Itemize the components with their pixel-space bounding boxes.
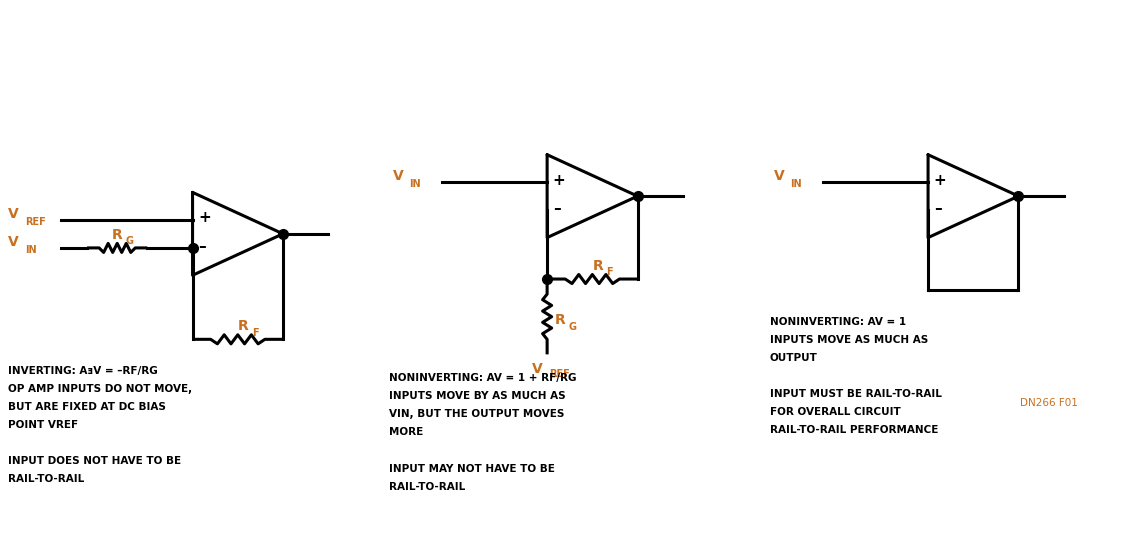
Text: V: V xyxy=(532,362,543,376)
Text: IN: IN xyxy=(25,245,37,255)
Text: INPUT MUST BE RAIL-TO-RAIL: INPUT MUST BE RAIL-TO-RAIL xyxy=(770,389,942,399)
Text: V: V xyxy=(8,207,18,221)
Text: INPUTS MOVE BY AS MUCH AS: INPUTS MOVE BY AS MUCH AS xyxy=(389,392,565,401)
Text: RAIL-TO-RAIL: RAIL-TO-RAIL xyxy=(8,474,84,484)
Text: IN: IN xyxy=(409,179,421,189)
Text: F: F xyxy=(607,267,612,277)
Text: RAIL-TO-RAIL: RAIL-TO-RAIL xyxy=(389,482,466,492)
Text: G: G xyxy=(569,322,577,332)
Text: NONINVERTING: AV = 1 + RF/RG: NONINVERTING: AV = 1 + RF/RG xyxy=(389,373,577,383)
Text: +: + xyxy=(934,173,946,188)
Text: INVERTING: AⱻV = –RF/RG: INVERTING: AⱻV = –RF/RG xyxy=(8,365,157,376)
Text: –: – xyxy=(553,201,561,216)
Text: V: V xyxy=(8,235,18,249)
Text: G: G xyxy=(125,236,133,246)
Text: V: V xyxy=(773,169,785,184)
Text: V: V xyxy=(392,169,404,184)
Text: DN266 F01: DN266 F01 xyxy=(1020,399,1077,408)
Text: +: + xyxy=(553,173,565,188)
Text: VIN, BUT THE OUTPUT MOVES: VIN, BUT THE OUTPUT MOVES xyxy=(389,409,564,419)
Text: R: R xyxy=(555,313,565,327)
Text: INPUTS MOVE AS MUCH AS: INPUTS MOVE AS MUCH AS xyxy=(770,335,928,345)
Text: –: – xyxy=(934,201,942,216)
Text: IN: IN xyxy=(790,179,802,189)
Text: POINT VREF: POINT VREF xyxy=(8,420,78,430)
Text: R: R xyxy=(592,259,603,273)
Text: MORE: MORE xyxy=(389,427,423,438)
Text: +: + xyxy=(198,210,211,225)
Text: REF: REF xyxy=(549,369,570,378)
Text: R: R xyxy=(111,228,123,242)
Text: FOR OVERALL CIRCUIT: FOR OVERALL CIRCUIT xyxy=(770,407,900,417)
Text: INPUT MAY NOT HAVE TO BE: INPUT MAY NOT HAVE TO BE xyxy=(389,464,555,473)
Text: R: R xyxy=(237,319,249,333)
Text: OP AMP INPUTS DO NOT MOVE,: OP AMP INPUTS DO NOT MOVE, xyxy=(8,384,192,394)
Text: F: F xyxy=(251,327,258,338)
Text: –: – xyxy=(198,238,206,254)
Text: RAIL-TO-RAIL PERFORMANCE: RAIL-TO-RAIL PERFORMANCE xyxy=(770,425,938,435)
Text: OUTPUT: OUTPUT xyxy=(770,353,818,363)
Text: INPUT DOES NOT HAVE TO BE: INPUT DOES NOT HAVE TO BE xyxy=(8,456,181,466)
Text: BUT ARE FIXED AT DC BIAS: BUT ARE FIXED AT DC BIAS xyxy=(8,402,166,412)
Text: REF: REF xyxy=(25,217,46,226)
Text: NONINVERTING: AV = 1: NONINVERTING: AV = 1 xyxy=(770,317,906,327)
